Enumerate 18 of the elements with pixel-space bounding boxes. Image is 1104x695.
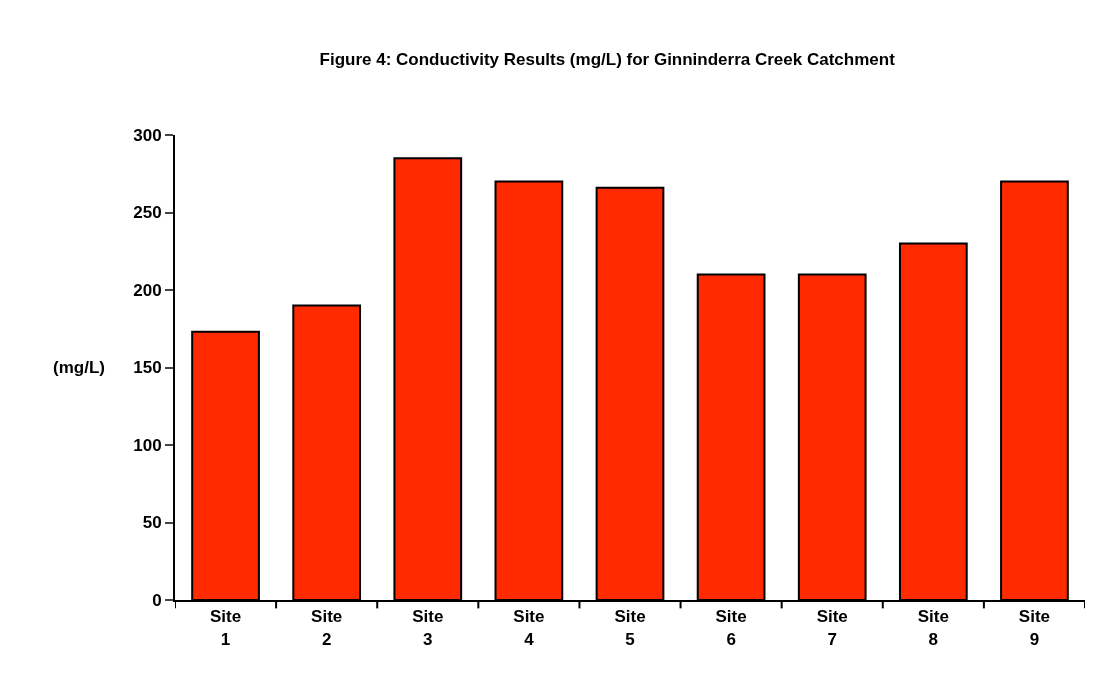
x-tick-label: Site 2 (311, 607, 343, 649)
x-tick-label: Site 4 (513, 607, 545, 649)
y-tick-label: 0 (152, 590, 162, 610)
x-tick-label: Site 9 (1018, 607, 1051, 649)
y-tick-label: 200 (133, 280, 162, 300)
x-tick-label: Site 3 (412, 607, 444, 649)
y-tick-label: 150 (133, 358, 162, 378)
x-tick-label: Site 8 (917, 607, 949, 649)
y-tick-label: 300 (133, 125, 162, 145)
chart-title: Figure 4: Conductivity Results (mg/L) for Ginninderra Creek Catchment (319, 50, 896, 70)
x-tick-label: Site 7 (816, 607, 848, 649)
y-tick-label: 100 (133, 435, 162, 455)
x-tick-label: Site 1 (209, 607, 242, 649)
y-axis-title: (mg/L) (53, 358, 105, 377)
y-tick-label: 250 (133, 203, 162, 223)
y-tick-label: 50 (142, 513, 162, 533)
x-tick-label: Site 6 (715, 607, 747, 649)
x-tick-label: Site 5 (614, 607, 646, 649)
